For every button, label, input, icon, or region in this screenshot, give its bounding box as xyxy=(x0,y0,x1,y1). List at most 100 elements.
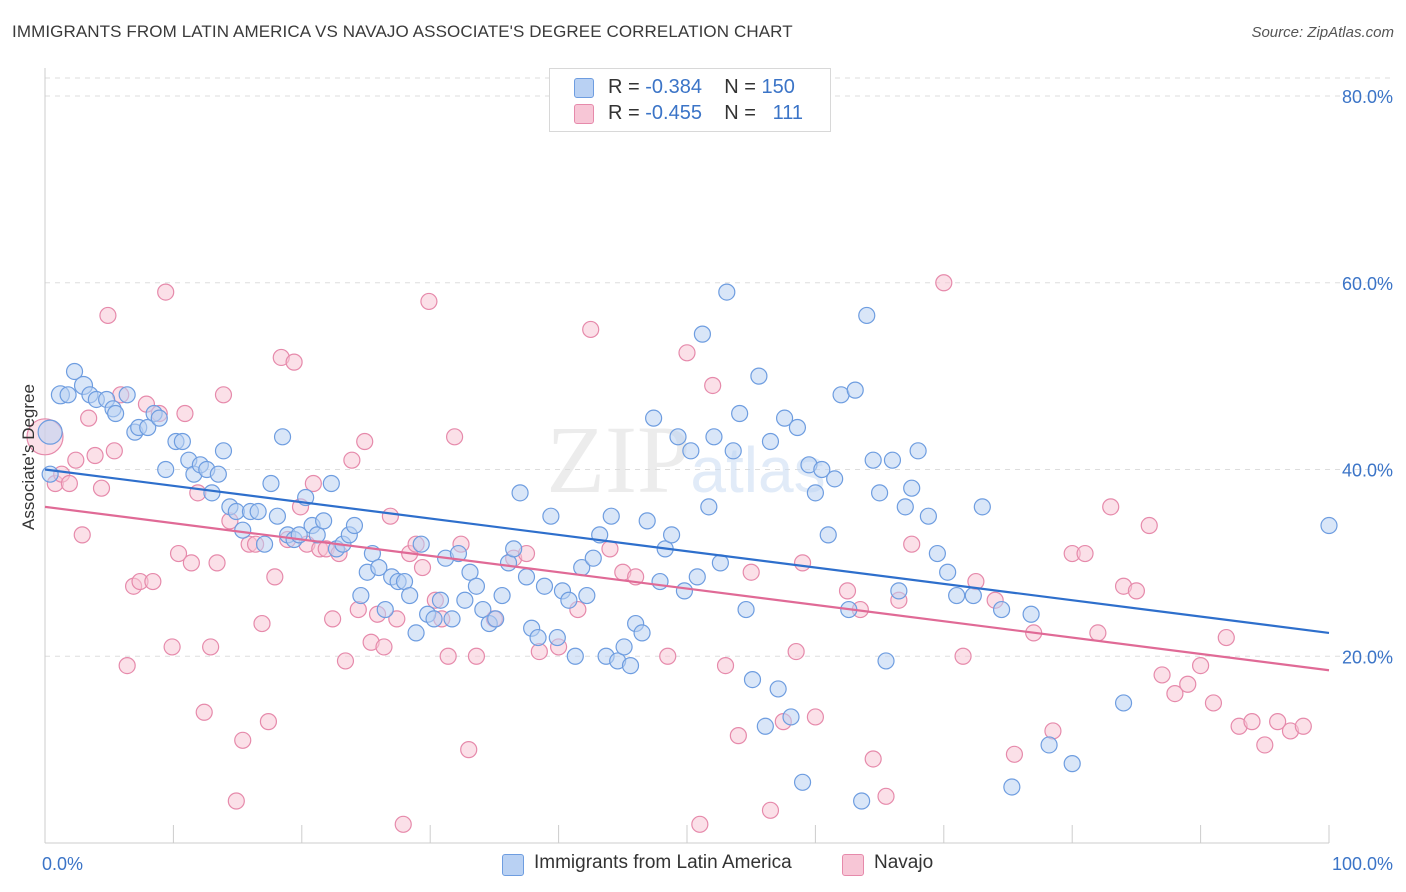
latin-america-point-115 xyxy=(761,432,780,451)
latin-america-point-145 xyxy=(992,600,1011,619)
navajo-point-117 xyxy=(1256,736,1274,754)
navajo-point-62 xyxy=(439,647,457,665)
latin-america-point-99 xyxy=(662,526,681,544)
latin-america-point-47 xyxy=(345,516,364,535)
latin-america-point-151 xyxy=(1320,516,1338,535)
latin-america-point-119 xyxy=(788,418,807,437)
navajo-point-66 xyxy=(467,647,486,665)
latin-america-point-114 xyxy=(756,717,774,735)
latin-america-point-136 xyxy=(896,498,914,516)
navajo-point-33 xyxy=(253,614,271,633)
latin-america-point-66 xyxy=(461,563,479,581)
latin-america-point-141 xyxy=(939,563,957,581)
latin-america-point-42 xyxy=(315,512,333,530)
navajo-point-41 xyxy=(304,474,322,493)
x-tick-label-max: 100.0% xyxy=(1332,854,1393,874)
latin-america-point-74 xyxy=(511,484,529,502)
latin-america-point-67 xyxy=(467,577,486,595)
navajo-point-20 xyxy=(169,544,188,563)
navajo-point-65 xyxy=(460,741,478,759)
latin-america-point-116 xyxy=(769,680,787,698)
latin-america-point-133 xyxy=(877,652,895,670)
latin-america-point-1 xyxy=(41,465,59,483)
latin-america-point-43 xyxy=(322,474,340,493)
latin-america-point-101 xyxy=(675,582,694,600)
latin-america-point-104 xyxy=(693,325,712,343)
latin-america-point-130 xyxy=(858,306,876,325)
latin-america-point-132 xyxy=(870,484,889,502)
navajo-point-30 xyxy=(234,731,252,749)
latin-america-point-77 xyxy=(529,628,547,647)
latin-america-point-129 xyxy=(853,792,871,810)
latin-america-point-31 xyxy=(249,502,267,521)
latin-america-point-14 xyxy=(139,418,157,437)
legend-swatch-pink xyxy=(574,104,594,124)
latin-america-point-128 xyxy=(846,381,864,399)
legend-label: Navajo xyxy=(874,852,934,873)
navajo-point-112 xyxy=(1191,656,1210,675)
latin-america-point-139 xyxy=(919,507,937,525)
series-legend: Immigrants from Latin America Navajo xyxy=(0,852,1406,878)
latin-america-point-118 xyxy=(782,708,800,726)
latin-america-point-111 xyxy=(737,600,755,619)
navajo-point-120 xyxy=(1294,717,1312,735)
latin-america-point-106 xyxy=(705,428,723,446)
navajo-point-35 xyxy=(266,568,284,586)
latin-america-point-52 xyxy=(376,600,394,619)
latin-america-point-105 xyxy=(700,498,718,516)
latin-america-point-68 xyxy=(474,600,492,619)
latin-america-point-19 xyxy=(173,432,191,451)
latin-america-point-144 xyxy=(973,498,991,516)
navajo-point-74 xyxy=(601,540,619,558)
navajo-point-48 xyxy=(349,600,367,619)
latin-america-point-107 xyxy=(711,554,729,572)
latin-america-point-143 xyxy=(964,586,982,605)
latin-america-point-102 xyxy=(682,442,700,460)
legend-n-label: N = xyxy=(724,76,756,98)
navajo-point-95 xyxy=(935,274,953,292)
navajo-point-38 xyxy=(285,353,303,371)
axes xyxy=(44,68,1330,844)
navajo-point-21 xyxy=(176,404,194,423)
latin-america-point-122 xyxy=(806,484,825,502)
navajo-point-113 xyxy=(1204,694,1223,712)
latin-america-point-70 xyxy=(487,610,505,628)
navajo-point-94 xyxy=(903,535,921,553)
latin-america-point-96 xyxy=(645,409,663,427)
latin-america-point-58 xyxy=(412,535,430,553)
latin-america-point-131 xyxy=(864,451,882,469)
latin-america-point-10 xyxy=(107,404,125,423)
navajo-point-108 xyxy=(1140,516,1158,535)
latin-america-point-16 xyxy=(150,409,168,427)
navajo-point-27 xyxy=(214,386,233,404)
navajo-point-63 xyxy=(445,428,464,446)
latin-america-point-63 xyxy=(443,610,461,628)
latin-america-point-80 xyxy=(548,628,566,647)
navajo-point-4 xyxy=(67,451,85,469)
latin-america-point-24 xyxy=(203,484,221,502)
latin-america-point-73 xyxy=(505,540,523,558)
navajo-point-82 xyxy=(729,727,747,745)
navajo-point-22 xyxy=(182,554,200,572)
navajo-point-83 xyxy=(742,563,760,581)
latin-america-point-48 xyxy=(352,586,370,605)
correlation-legend: R = -0.384 N = 150 R = -0.455 N = 111 xyxy=(549,68,831,132)
legend-n-value: 150 xyxy=(761,76,795,98)
latin-america-point-149 xyxy=(1063,755,1081,773)
latin-america-point-71 xyxy=(493,586,511,605)
latin-america-point-35 xyxy=(273,428,292,446)
latin-america-point-83 xyxy=(566,647,584,665)
latin-america-point-137 xyxy=(903,479,921,497)
navajo-point-84 xyxy=(761,801,780,819)
navajo-point-111 xyxy=(1179,675,1197,693)
navajo-point-92 xyxy=(877,787,895,805)
navajo-point-78 xyxy=(678,344,696,362)
y-axis-label: Associate's Degree xyxy=(19,384,38,530)
navajo-point-91 xyxy=(864,750,882,768)
navajo-point-107 xyxy=(1127,582,1146,600)
legend-r-value: -0.384 xyxy=(645,76,702,98)
navajo-point-25 xyxy=(202,638,220,656)
y-tick-label-1: 40.0% xyxy=(1342,461,1393,481)
navajo-point-73 xyxy=(582,320,600,339)
latin-america-point-33 xyxy=(262,474,280,493)
